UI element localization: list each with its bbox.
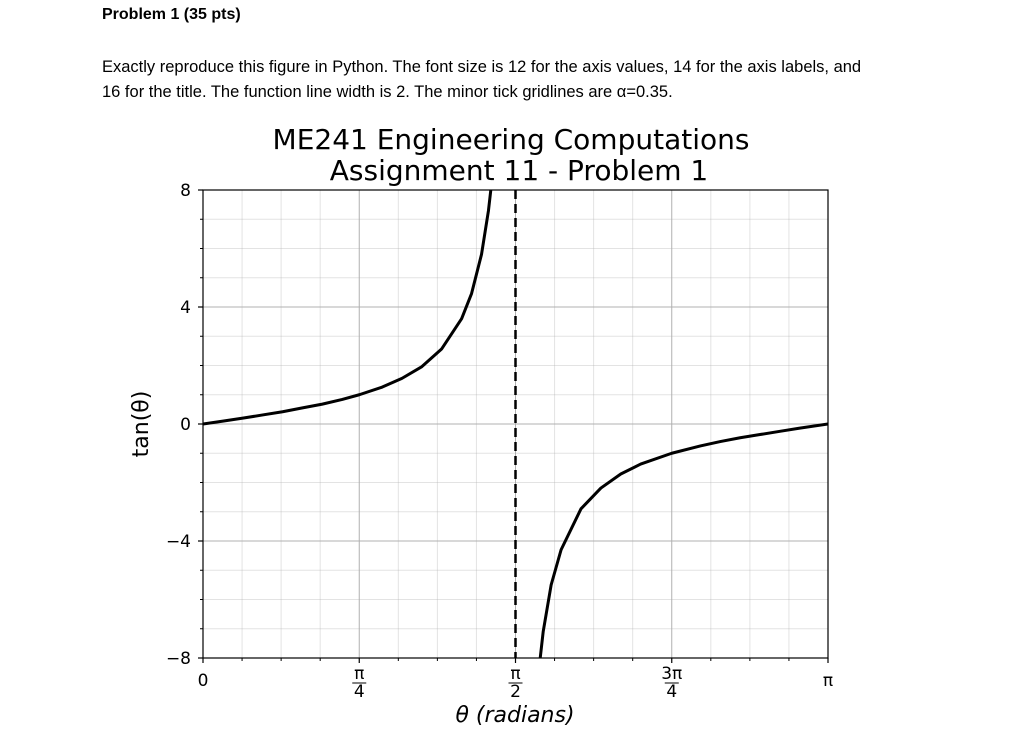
- x-tick-label: π: [823, 671, 833, 691]
- y-tick-label: 4: [180, 298, 191, 318]
- x-tick-label-numerator: 3π: [661, 664, 682, 684]
- tan-branch-2: [538, 422, 828, 658]
- figure-title-line-1: ME241 Engineering Computations: [273, 123, 750, 156]
- x-tick-label-numerator: π: [510, 664, 520, 684]
- axis-ticks: [198, 189, 829, 663]
- y-tick-label: −4: [166, 532, 191, 552]
- x-axis-label: θ (radians): [455, 703, 574, 728]
- y-tick-label: 8: [180, 181, 191, 201]
- problem-instructions: Exactly reproduce this figure in Python.…: [102, 55, 942, 105]
- tan-branch-1: [203, 190, 493, 426]
- x-tick-label-denominator: 4: [666, 682, 677, 702]
- x-tick-label: 0: [198, 671, 209, 691]
- x-tick-label-denominator: 4: [354, 682, 365, 702]
- function-curves: [203, 190, 828, 658]
- y-axis-label: tan(θ): [129, 391, 154, 458]
- instructions-line-1: Exactly reproduce this figure in Python.…: [102, 58, 862, 76]
- instructions-line-2: 16 for the title. The function line widt…: [102, 83, 673, 101]
- x-tick-label-denominator: 2: [510, 682, 521, 702]
- figure-title-line-2: Assignment 11 - Problem 1: [330, 154, 708, 187]
- x-tick-label-numerator: π: [354, 664, 364, 684]
- y-tick-label: 0: [180, 415, 191, 435]
- problem-heading: Problem 1 (35 pts): [102, 6, 241, 23]
- y-tick-label: −8: [166, 649, 191, 669]
